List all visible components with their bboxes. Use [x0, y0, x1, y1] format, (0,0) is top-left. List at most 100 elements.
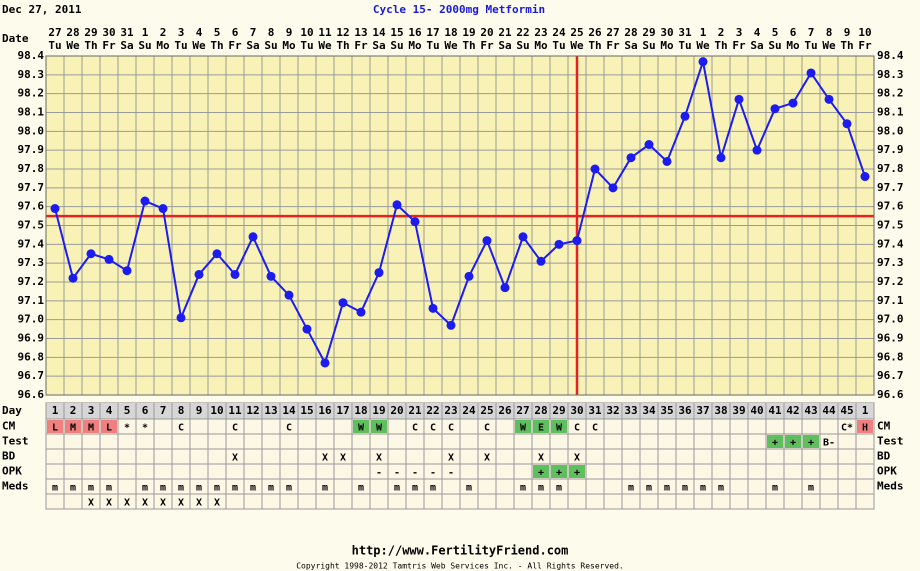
y-tick-label-right: 98.2: [877, 87, 904, 100]
day-number: 16: [318, 404, 332, 417]
cell-text: -: [448, 468, 454, 479]
cell-text: -: [394, 468, 400, 479]
footer-url: http://www.FertilityFriend.com: [352, 544, 569, 558]
y-tick-label-right: 97.6: [877, 200, 904, 213]
day-number: 21: [408, 404, 422, 417]
day-number: 18: [354, 404, 367, 417]
temperature-point: [86, 249, 96, 259]
cell-highlight: [551, 465, 567, 478]
cell-text: M: [88, 423, 94, 434]
cell-highlight: [101, 420, 117, 433]
cell-highlight: [803, 435, 819, 448]
x-tick-label: 29: [84, 26, 97, 39]
cell-text: C: [232, 423, 238, 434]
cell-text: C: [178, 423, 184, 434]
day-number: 39: [732, 404, 745, 417]
y-tick-label-right: 96.9: [877, 332, 904, 345]
y-tick-label: 97.4: [18, 237, 45, 250]
day-number: 37: [696, 404, 709, 417]
day-number: 29: [552, 404, 565, 417]
day-number: 40: [750, 404, 763, 417]
x-tick-label: 2: [718, 26, 725, 39]
cell-text: W: [358, 423, 365, 434]
weekday-label: Fr: [732, 39, 746, 52]
cell-text: X: [376, 453, 382, 464]
day-number: 38: [714, 404, 727, 417]
cell-text: m: [556, 483, 562, 494]
cell-text: +: [808, 438, 814, 449]
x-tick-label: 2: [160, 26, 167, 39]
temperature-point: [158, 204, 168, 214]
cell-text: X: [124, 498, 130, 509]
temperature-point: [428, 303, 438, 313]
temperature-point: [806, 68, 816, 78]
day-number: 5: [124, 404, 131, 417]
weekday-label: Mo: [156, 39, 170, 52]
cell-highlight: [767, 435, 783, 448]
x-tick-label: 20: [480, 26, 493, 39]
temperature-point: [338, 298, 348, 308]
cell-text: X: [232, 453, 238, 464]
y-tick-label-right: 97.7: [877, 181, 904, 194]
y-tick-label: 97.1: [18, 294, 45, 307]
weekday-label: Sa: [750, 39, 763, 52]
x-tick-label: 30: [660, 26, 673, 39]
y-tick-label-right: 97.4: [877, 237, 904, 250]
temperature-point: [122, 266, 132, 276]
weekday-label: Th: [840, 39, 853, 52]
weekday-label: Fr: [354, 39, 368, 52]
x-tick-label: 10: [300, 26, 313, 39]
weekday-label: Mo: [282, 39, 296, 52]
cell-text: W: [376, 423, 383, 434]
y-tick-label-right: 97.1: [877, 294, 904, 307]
day-number: 36: [678, 404, 692, 417]
y-tick-label-right: 98.4: [877, 49, 904, 62]
cell-text: C: [430, 423, 436, 434]
x-tick-label: 22: [516, 26, 529, 39]
weekday-label: Su: [264, 39, 277, 52]
day-number: 7: [160, 404, 167, 417]
y-tick-label: 97.5: [18, 219, 45, 232]
cell-highlight: [533, 420, 549, 433]
row-label-right: BD: [877, 450, 891, 463]
weekday-label: We: [696, 39, 710, 52]
day-number: 11: [228, 404, 242, 417]
cell-highlight: [83, 420, 99, 433]
cell-highlight: [65, 420, 81, 433]
y-tick-label: 97.0: [18, 313, 45, 326]
x-tick-label: 27: [606, 26, 619, 39]
y-tick-label-right: 98.0: [877, 124, 904, 137]
temperature-line: [54, 61, 866, 366]
row-label: BD: [2, 450, 16, 463]
temperature-point: [608, 183, 618, 193]
weekday-label: Tu: [174, 39, 187, 52]
temperature-point: [824, 94, 834, 104]
cell-text: X: [214, 498, 220, 509]
cell-text: m: [466, 483, 472, 494]
day-number: 19: [372, 404, 385, 417]
y-tick-label: 96.6: [18, 388, 45, 401]
temperature-point: [842, 119, 852, 129]
cell-text: -: [376, 468, 382, 479]
cell-text: m: [628, 483, 634, 494]
cell-text: C: [412, 423, 418, 434]
temperature-point: [104, 254, 114, 264]
x-tick-label: 4: [196, 26, 203, 39]
cell-highlight: [515, 420, 531, 433]
day-number: 15: [300, 404, 313, 417]
x-tick-label: 5: [772, 26, 779, 39]
y-tick-label-right: 97.3: [877, 256, 904, 269]
cell-text: m: [106, 483, 112, 494]
cell-text: m: [286, 483, 292, 494]
x-tick-label: 4: [754, 26, 761, 39]
cell-text: W: [556, 423, 563, 434]
weekday-label: Tu: [804, 39, 817, 52]
cell-text: +: [538, 468, 544, 479]
cell-text: m: [808, 483, 814, 494]
x-tick-label: 19: [462, 26, 475, 39]
day-number: 13: [264, 404, 277, 417]
cell-text: m: [178, 483, 184, 494]
weekday-label: Sa: [624, 39, 637, 52]
weekday-label: Sa: [246, 39, 259, 52]
cell-text: m: [718, 483, 724, 494]
